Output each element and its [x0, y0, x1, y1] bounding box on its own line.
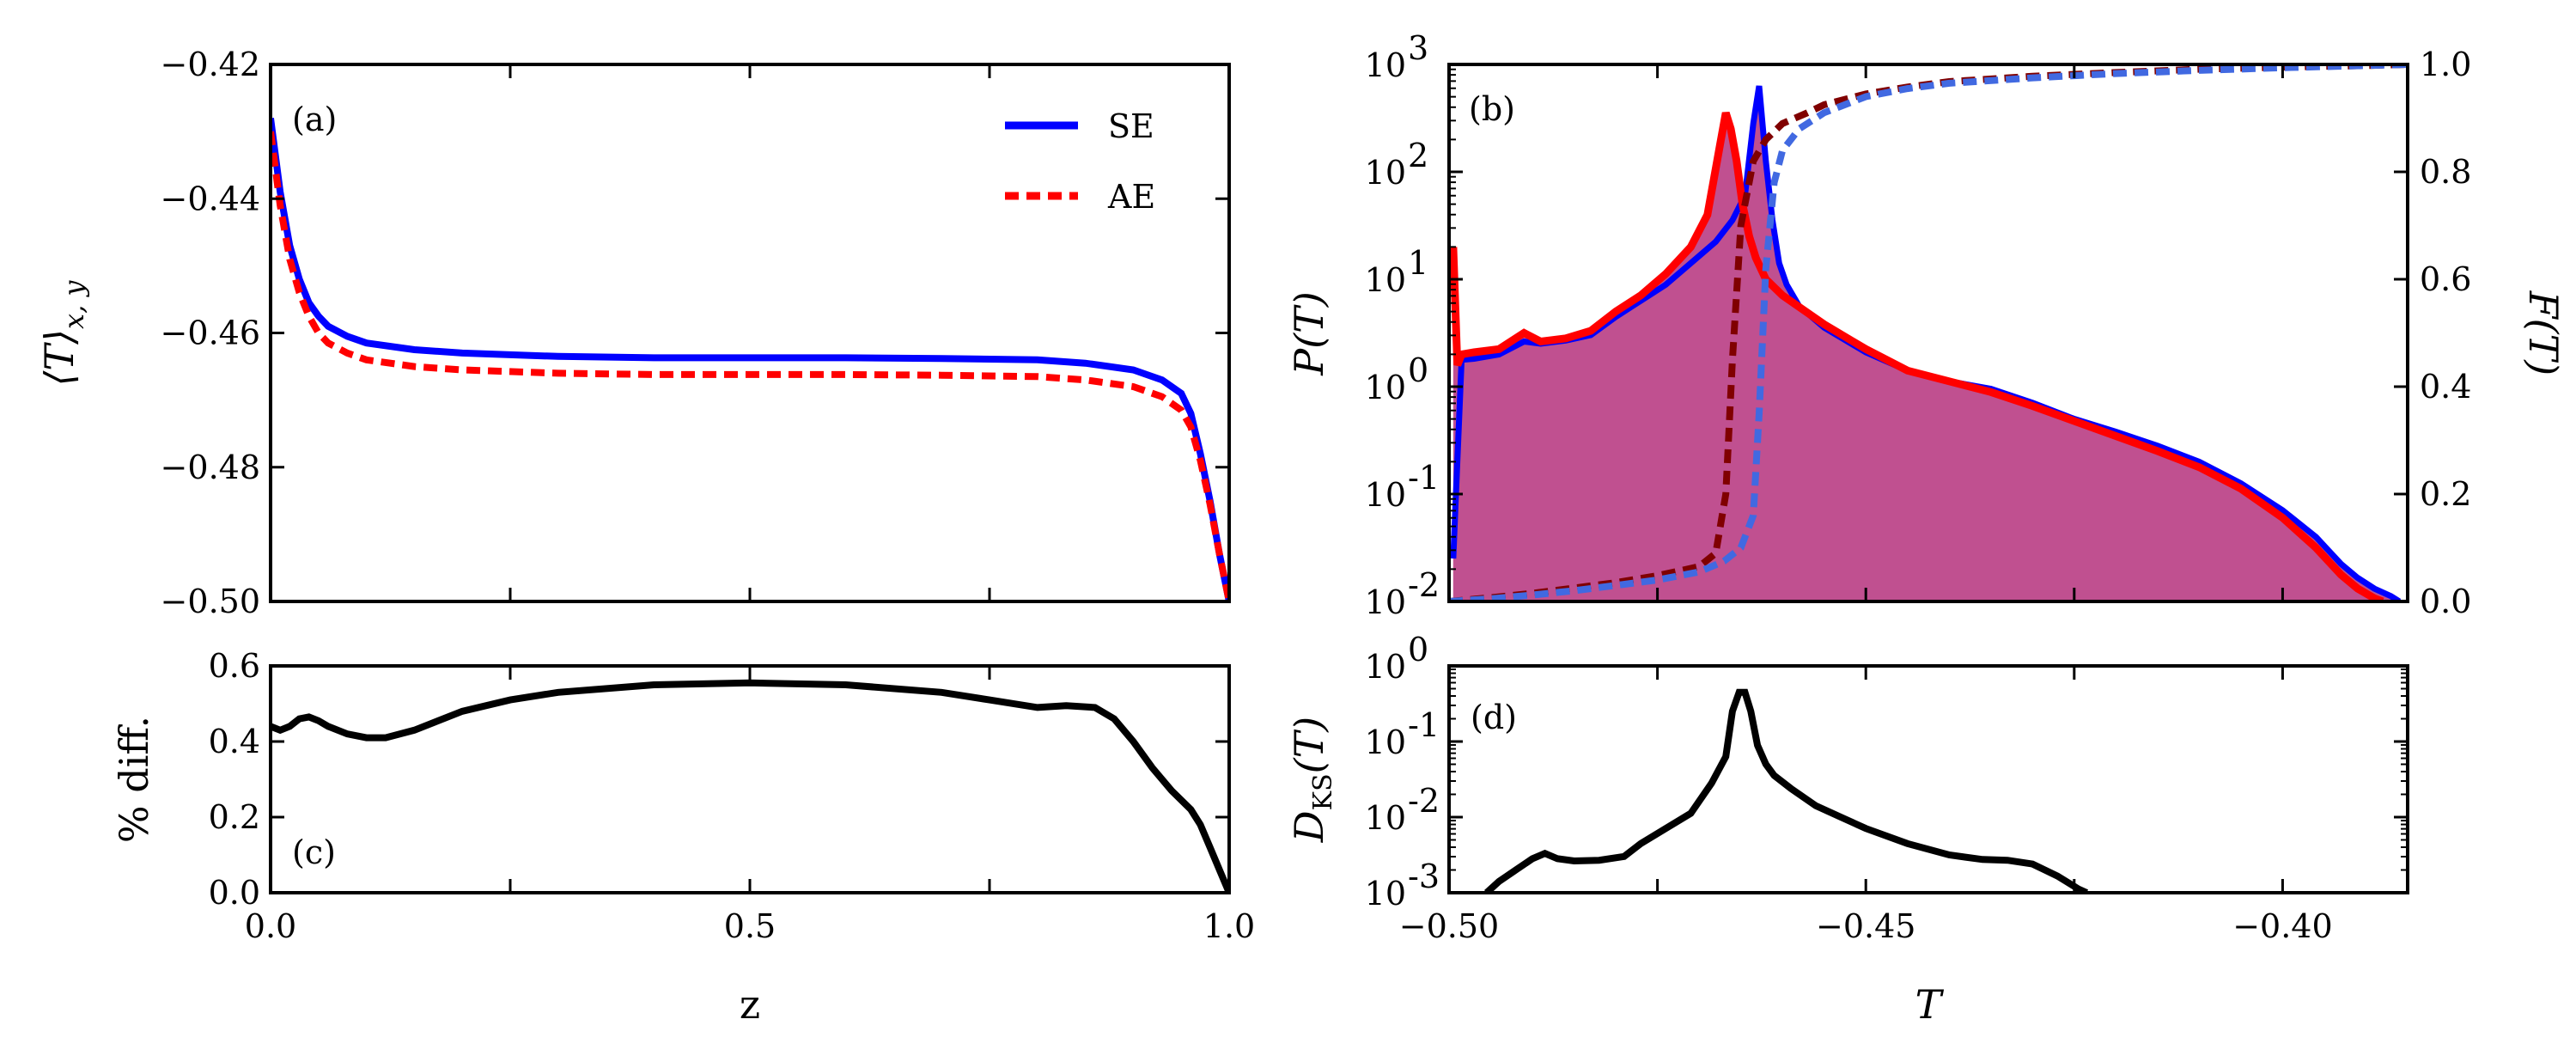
panel-b-ytick-label: 10 [1365, 261, 1406, 299]
panel-b-line-p-ae [1449, 111, 2384, 601]
panel-d-frame [1447, 664, 2409, 894]
panel-b-frame [1447, 63, 2409, 603]
panel-b-ytick-right-label: 0.6 [2420, 260, 2471, 298]
panel-b-ytick-right-label: 0.8 [2420, 153, 2471, 191]
panel-b-ytick-right-label: 0.2 [2420, 475, 2471, 513]
panel-b-ytick-right-label: 1.0 [2420, 46, 2471, 83]
panel-d-xtick-label: −0.45 [1816, 907, 1915, 945]
panel-d-ytick-label: 10 [1365, 723, 1406, 761]
panel-b-ytick-exponent: 1 [1408, 244, 1428, 282]
panel-c-label: (c) [292, 833, 336, 871]
panel-d-xtick-label: −0.40 [2232, 907, 2332, 945]
panel-b-line-f-se [1449, 64, 2408, 601]
panel-a-ylabel: ⟨T⟩x, y [36, 280, 90, 387]
panel-b-ytick-exponent: 0 [1408, 351, 1428, 389]
panel-b-ytick-exponent: 2 [1408, 137, 1428, 174]
panel-a-line-ae [271, 131, 1229, 601]
panel-d-ytick-label: 10 [1365, 648, 1406, 686]
panel-a-ytick-label: −0.46 [161, 314, 260, 352]
svg-text:DKS(T): DKS(T) [1286, 717, 1338, 843]
panel-a-ylabel-main: ⟨T⟩ [36, 329, 82, 387]
panel-d-ytick-label: 10 [1365, 799, 1406, 837]
panel-b-ylabel-right: F(T) [2520, 290, 2567, 376]
panel-a-ytick-label: −0.44 [161, 180, 260, 217]
legend-label-ae: AE [1107, 178, 1155, 216]
panel-c-line-diff [271, 679, 1229, 893]
panel-b-ytick-label: 10 [1365, 46, 1406, 84]
panel-b-ytick-exponent: 3 [1408, 29, 1428, 67]
panel-c-ytick-label: 0.4 [209, 723, 260, 760]
panel-d-ylabel-tail: (T) [1286, 717, 1332, 774]
panel-c-ytick-label: 0.6 [209, 647, 260, 685]
panel-b-ytick-label: 10 [1365, 154, 1406, 192]
panel-b-ytick-label: 10 [1365, 476, 1406, 514]
panel-d-ytick-label: 10 [1365, 875, 1406, 912]
panel-d-xlabel: T [1915, 981, 1945, 1028]
panel-d-label: (d) [1471, 699, 1517, 736]
panel-c: 0.0 0.2 0.4 0.6 0.0 0.5 1.0 (c) % diff. z [111, 647, 1255, 1028]
panel-b-ytick-label: 10 [1365, 369, 1406, 406]
panel-b-label: (b) [1469, 90, 1515, 128]
panel-c-xlabel: z [740, 981, 760, 1028]
panel-a-frame [269, 63, 1231, 603]
panel-b-ytick-label: 10 [1365, 583, 1406, 621]
panel-b-ytick-right-label: 0.4 [2420, 368, 2471, 406]
svg-text:⟨T⟩x, y: ⟨T⟩x, y [36, 280, 90, 387]
panel-c-frame [269, 664, 1231, 894]
panel-d: 10-310-210-110 0−0.50 −0.45 −0.40 (d) DKS(T… [1286, 631, 2409, 1028]
panel-a-ytick-label: −0.42 [161, 46, 260, 83]
panel-c-ytick-label: 0.0 [209, 874, 260, 912]
panel-d-line-ks [1484, 688, 2089, 893]
panel-b-ytick-exponent: -1 [1408, 459, 1440, 497]
panel-b-ytick-exponent: -2 [1408, 566, 1440, 604]
panel-a-line-se [271, 117, 1229, 601]
panel-c-ytick-label: 0.2 [209, 798, 260, 836]
panel-d-ylabel: DKS(T) [1286, 717, 1338, 843]
panel-a-ytick-label: −0.48 [161, 449, 260, 486]
panel-b-fill-se [1452, 86, 2400, 601]
panel-d-ytick-exponent: -3 [1408, 858, 1440, 895]
panel-a-ylabel-sub: x, y [58, 280, 90, 329]
legend-label-se: SE [1108, 107, 1154, 145]
panel-a: −0.42 −0.44 −0.46 −0.48 −0.50 (a) SE AE ⟨T⟩x… [36, 46, 1231, 620]
panel-c-ylabel: % diff. [111, 716, 157, 843]
panel-c-xtick-label: 0.0 [245, 907, 296, 945]
panel-a-label: (a) [292, 101, 337, 138]
panel-d-ytick-exponent: -1 [1408, 706, 1440, 744]
panel-b-ytick-right-label: 0.0 [2420, 583, 2471, 620]
panel-d-ylabel-main: D [1286, 810, 1332, 843]
panel-d-ytick-exponent: -2 [1408, 782, 1440, 820]
panel-a-ytick-label: −0.50 [161, 583, 260, 620]
panel-c-xtick-label: 1.0 [1203, 907, 1255, 945]
panel-c-xtick-label: 0.5 [724, 907, 776, 945]
panel-d-ytick-exponent: 0 [1408, 631, 1428, 668]
panel-a-legend: SE AE [1005, 107, 1155, 216]
panel-d-xtick-label: −0.50 [1399, 907, 1499, 945]
panel-d-ylabel-sub: KS [1308, 773, 1338, 810]
panel-b-ylabel: P(T) [1286, 291, 1332, 376]
